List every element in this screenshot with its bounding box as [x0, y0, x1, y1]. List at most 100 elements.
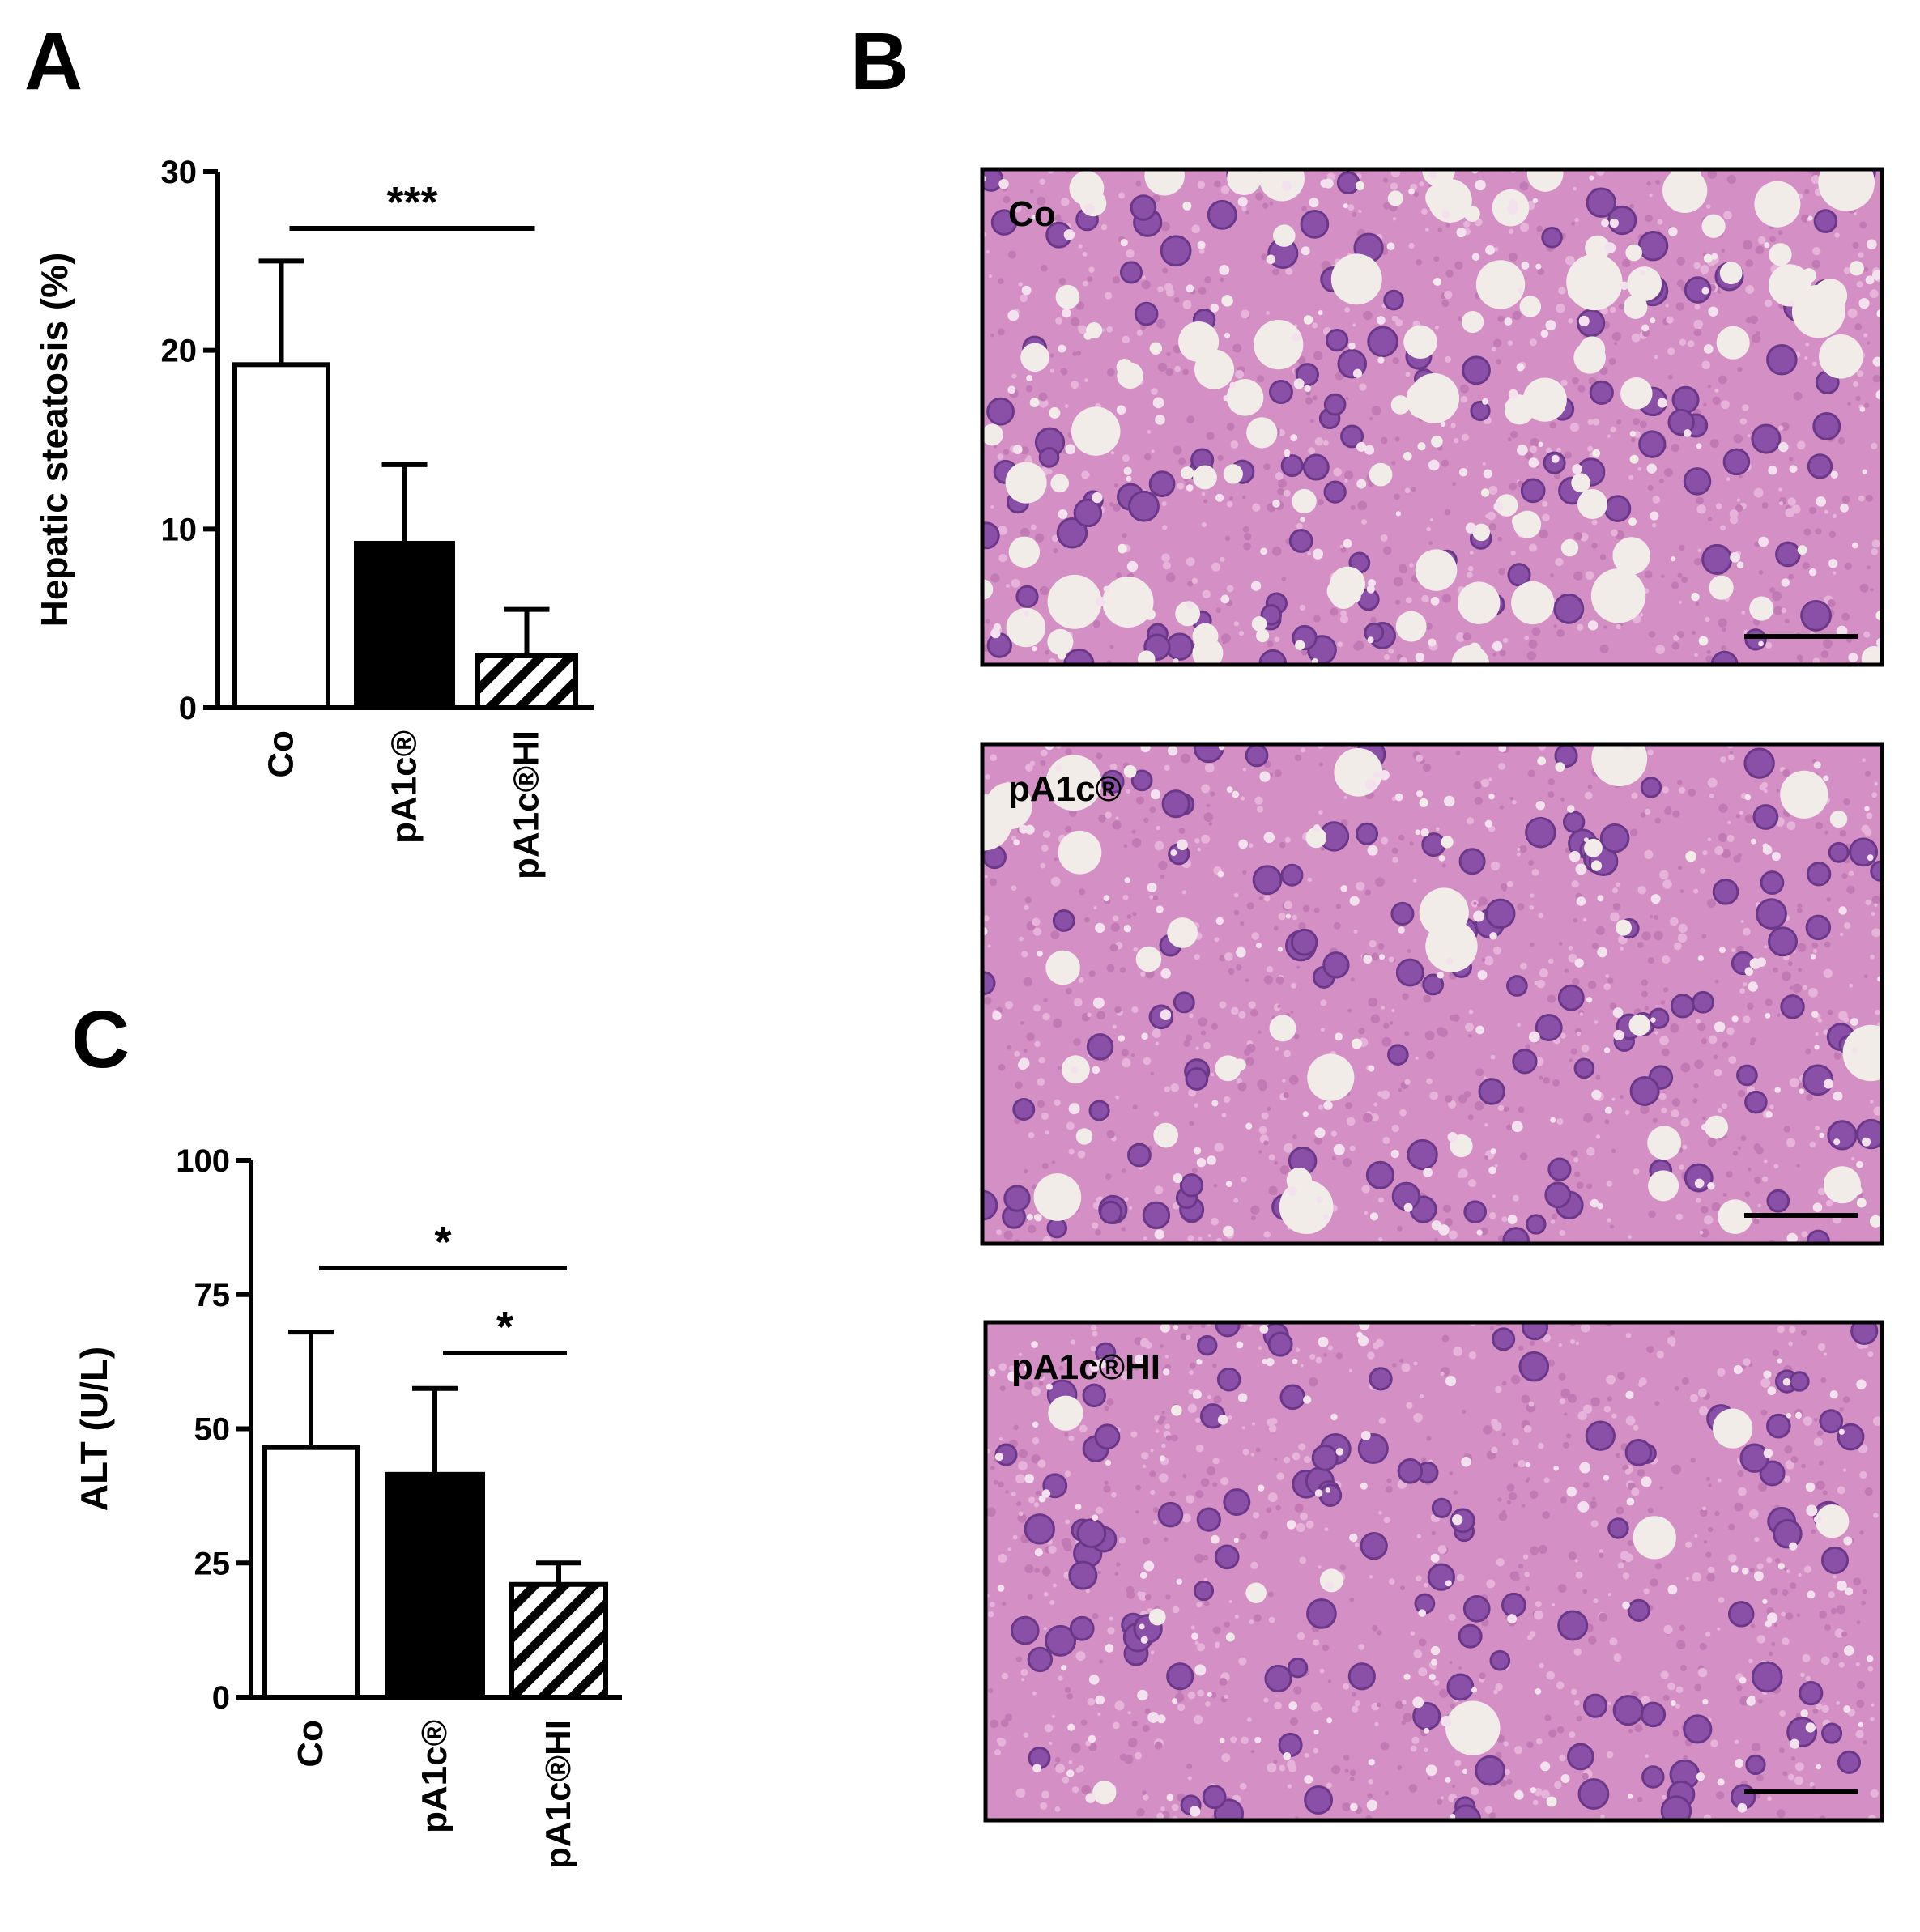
texture — [1646, 181, 1651, 186]
texture — [1416, 258, 1422, 266]
texture — [1114, 1006, 1122, 1014]
texture — [1191, 1168, 1198, 1174]
texture — [1760, 1409, 1768, 1416]
vacuole — [1528, 457, 1539, 468]
vacuole — [1862, 469, 1867, 474]
texture — [1380, 534, 1388, 543]
vacuole — [1445, 957, 1454, 965]
texture — [1099, 1659, 1104, 1664]
texture — [1433, 1679, 1440, 1686]
vacuole — [1767, 1386, 1777, 1396]
lipid-droplet — [1330, 253, 1382, 305]
texture — [1495, 1385, 1502, 1394]
texture — [1790, 1755, 1796, 1761]
texture — [1087, 1012, 1092, 1018]
nucleus — [982, 521, 1000, 550]
texture — [1530, 943, 1535, 947]
texture — [1610, 426, 1616, 432]
nucleus — [1701, 543, 1733, 575]
texture — [1862, 1589, 1867, 1594]
texture — [1038, 1381, 1044, 1386]
vacuole — [1613, 1029, 1624, 1041]
texture — [1559, 1229, 1565, 1236]
texture — [1693, 1083, 1699, 1089]
texture — [1011, 885, 1017, 892]
texture — [1143, 1794, 1149, 1801]
nucleus — [1641, 1765, 1665, 1789]
texture — [1419, 1394, 1424, 1399]
texture — [1740, 919, 1744, 924]
texture — [1078, 325, 1088, 334]
texture — [1296, 522, 1303, 530]
texture — [1783, 1475, 1791, 1483]
nucleus — [1027, 1646, 1054, 1673]
texture — [1607, 434, 1611, 438]
texture — [1373, 1102, 1378, 1107]
lipid-droplet — [1648, 1170, 1679, 1202]
vacuole — [1238, 839, 1248, 849]
texture — [1823, 639, 1833, 649]
texture — [1811, 259, 1821, 269]
texture — [1809, 1781, 1815, 1787]
nucleus — [1743, 747, 1775, 779]
lipid-droplet — [1055, 284, 1080, 309]
vacuole — [1284, 452, 1290, 457]
texture — [1207, 1233, 1211, 1238]
texture — [1411, 487, 1416, 492]
texture — [1424, 997, 1428, 1001]
texture — [1506, 1778, 1513, 1785]
texture — [1744, 1191, 1751, 1198]
y-tick-label: 100 — [176, 1143, 230, 1179]
texture — [1112, 915, 1119, 921]
texture — [1783, 1567, 1788, 1572]
y-tick-label: 50 — [194, 1412, 231, 1448]
texture — [1054, 214, 1062, 220]
texture — [1398, 834, 1405, 841]
texture — [1435, 827, 1440, 832]
texture — [1786, 821, 1796, 831]
vacuole — [1476, 1229, 1483, 1236]
texture — [1663, 1624, 1673, 1635]
texture — [1557, 1584, 1567, 1593]
texture — [1285, 267, 1293, 275]
texture — [1188, 1388, 1194, 1395]
texture — [1770, 1587, 1778, 1596]
texture — [1531, 627, 1541, 636]
nucleus — [1712, 879, 1739, 905]
texture — [1153, 1520, 1158, 1525]
texture — [1065, 825, 1072, 832]
texture — [1215, 607, 1221, 613]
texture — [1071, 381, 1079, 389]
texture — [1397, 1226, 1403, 1232]
texture — [1717, 1627, 1721, 1631]
texture — [1692, 1098, 1698, 1104]
texture — [1439, 1688, 1449, 1698]
texture — [1539, 1662, 1544, 1669]
texture — [1033, 1004, 1041, 1012]
texture — [1339, 544, 1344, 548]
nucleus — [1179, 1173, 1204, 1198]
vacuole — [1830, 470, 1838, 479]
x-tick-label: pA1c® — [415, 1720, 454, 1833]
nucleus — [1288, 529, 1313, 553]
vacuole — [1139, 1623, 1145, 1630]
texture — [1457, 1172, 1464, 1179]
texture — [1437, 1798, 1443, 1805]
texture — [1820, 1656, 1830, 1666]
vacuole — [1535, 1687, 1542, 1695]
vacuole — [1026, 1214, 1033, 1221]
texture — [1413, 191, 1419, 198]
vacuole — [1717, 1778, 1725, 1786]
texture — [1349, 1769, 1356, 1777]
vacuole — [1210, 303, 1220, 313]
texture — [1655, 645, 1666, 654]
texture — [1590, 1520, 1599, 1528]
texture — [1547, 958, 1554, 964]
texture — [1258, 1082, 1267, 1092]
vacuole — [1597, 895, 1604, 902]
vacuole — [1683, 429, 1692, 437]
lipid-droplet — [1511, 581, 1555, 625]
texture — [1685, 1577, 1690, 1581]
texture — [1680, 576, 1688, 584]
texture — [1203, 1555, 1209, 1561]
